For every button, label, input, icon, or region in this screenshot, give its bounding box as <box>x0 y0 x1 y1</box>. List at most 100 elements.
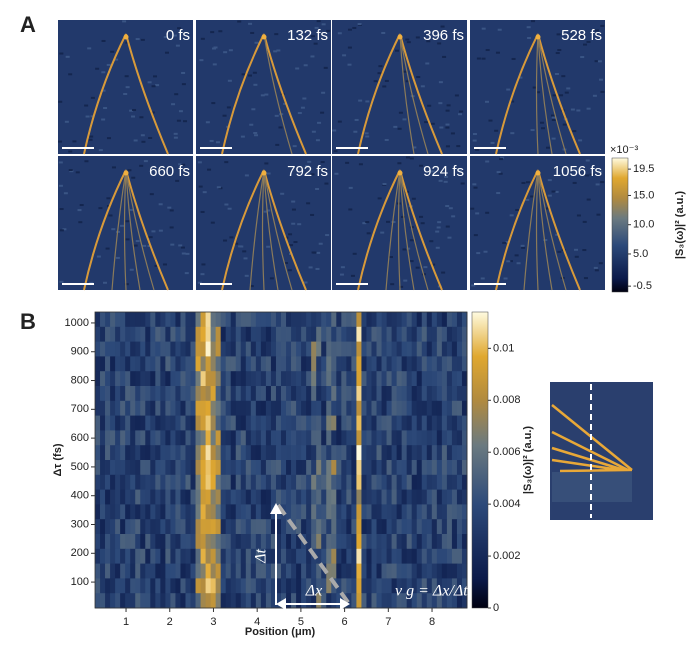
heatmap-cell <box>311 504 317 520</box>
heatmap-cell <box>220 415 227 431</box>
heatmap-cell <box>115 386 121 402</box>
tile-background <box>196 20 331 154</box>
heatmap-cell <box>265 593 272 609</box>
heatmap-cell <box>396 400 403 416</box>
noise <box>536 91 541 94</box>
heatmap-cell <box>235 460 242 476</box>
heatmap-cell <box>275 430 282 446</box>
colorbar-tick-label: 15.0 <box>633 189 654 201</box>
heatmap-cell <box>115 504 121 520</box>
heatmap-cell <box>230 386 237 402</box>
heatmap-cell <box>230 578 237 594</box>
heatmap-cell <box>391 563 398 579</box>
heatmap-cell <box>195 593 201 609</box>
heatmap-cell <box>351 563 357 579</box>
heatmap-cell <box>296 356 302 372</box>
heatmap-cell <box>311 356 317 372</box>
heatmap-cell <box>346 548 352 564</box>
heatmap-cell <box>225 341 232 357</box>
noise <box>339 273 344 276</box>
noise <box>599 78 604 81</box>
heatmap-cell <box>240 400 247 416</box>
heatmap-cell <box>331 504 337 520</box>
heatmap-cell <box>150 341 156 357</box>
heatmap-cell <box>145 474 151 490</box>
heatmap-cell <box>150 474 156 490</box>
heatmap-cell <box>140 415 146 431</box>
heatmap-cell <box>160 400 166 416</box>
heatmap-cell <box>406 504 413 520</box>
heatmap-cell <box>135 400 141 416</box>
heatmap-cell <box>100 519 106 535</box>
heatmap-cell <box>105 341 111 357</box>
heatmap-cell <box>451 474 458 490</box>
noise <box>155 84 160 87</box>
heatmap-cell <box>281 460 287 476</box>
heatmap-cell <box>456 356 463 372</box>
heatmap-cell <box>240 563 247 579</box>
heatmap-cell <box>296 386 302 402</box>
noise <box>306 202 311 205</box>
noise <box>173 132 178 135</box>
noise <box>251 108 256 111</box>
heatmap-cell <box>376 326 382 342</box>
heatmap-cell <box>150 504 156 520</box>
heatmap-cell <box>160 534 166 550</box>
heatmap-cell <box>195 474 201 490</box>
heatmap-cell <box>95 415 101 431</box>
noise <box>278 126 283 129</box>
noise <box>556 33 561 36</box>
heatmap-cell <box>431 534 438 550</box>
heatmap-cell <box>110 415 116 431</box>
noise <box>439 126 444 129</box>
heatmap-cell <box>175 400 181 416</box>
heatmap-cell <box>135 430 141 446</box>
tile-feature <box>537 169 581 291</box>
noise <box>106 63 111 66</box>
noise <box>274 114 279 117</box>
noise <box>409 260 414 263</box>
noise <box>241 73 246 76</box>
heatmap-cell <box>451 563 458 579</box>
heatmap-cell <box>376 578 382 594</box>
heatmap-cell <box>316 326 322 342</box>
heatmap-cell <box>336 534 342 550</box>
noise <box>397 127 402 130</box>
heatmap-cell <box>311 400 317 416</box>
heatmap-cell <box>275 489 282 505</box>
heatmap-cell <box>446 474 453 490</box>
heatmap-cell <box>441 504 448 520</box>
heatmap-cell <box>265 386 272 402</box>
heatmap-cell <box>451 371 458 387</box>
noise <box>287 269 292 272</box>
heatmap-cell <box>291 400 297 416</box>
heatmap-cell <box>371 474 377 490</box>
noise <box>572 181 577 184</box>
heatmap-cell <box>125 504 131 520</box>
noise <box>430 122 435 125</box>
heatmap-cell <box>321 578 327 594</box>
noise <box>264 93 269 96</box>
heatmap-cell <box>356 504 362 520</box>
heatmap-cell <box>250 519 257 535</box>
heatmap-cell <box>275 460 282 476</box>
heatmap-cell <box>391 430 398 446</box>
heatmap-cell <box>291 578 297 594</box>
noise <box>198 185 203 188</box>
heatmap-cell <box>416 534 423 550</box>
heatmap-cell <box>140 341 146 357</box>
tile-feature <box>537 33 567 155</box>
heatmap-cell <box>155 489 161 505</box>
heatmap-cell <box>446 415 453 431</box>
tile-feature <box>535 170 541 176</box>
heatmap-cell <box>95 519 101 535</box>
heatmap-cell <box>436 356 443 372</box>
heatmap-cell <box>306 460 312 476</box>
heatmap-cell <box>441 534 448 550</box>
heatmap-cell <box>331 489 337 505</box>
heatmap-cell <box>421 504 428 520</box>
heatmap-cell <box>291 489 297 505</box>
heatmap-cell <box>225 563 232 579</box>
heatmap-cell <box>200 341 206 357</box>
heatmap-cell <box>225 548 232 564</box>
